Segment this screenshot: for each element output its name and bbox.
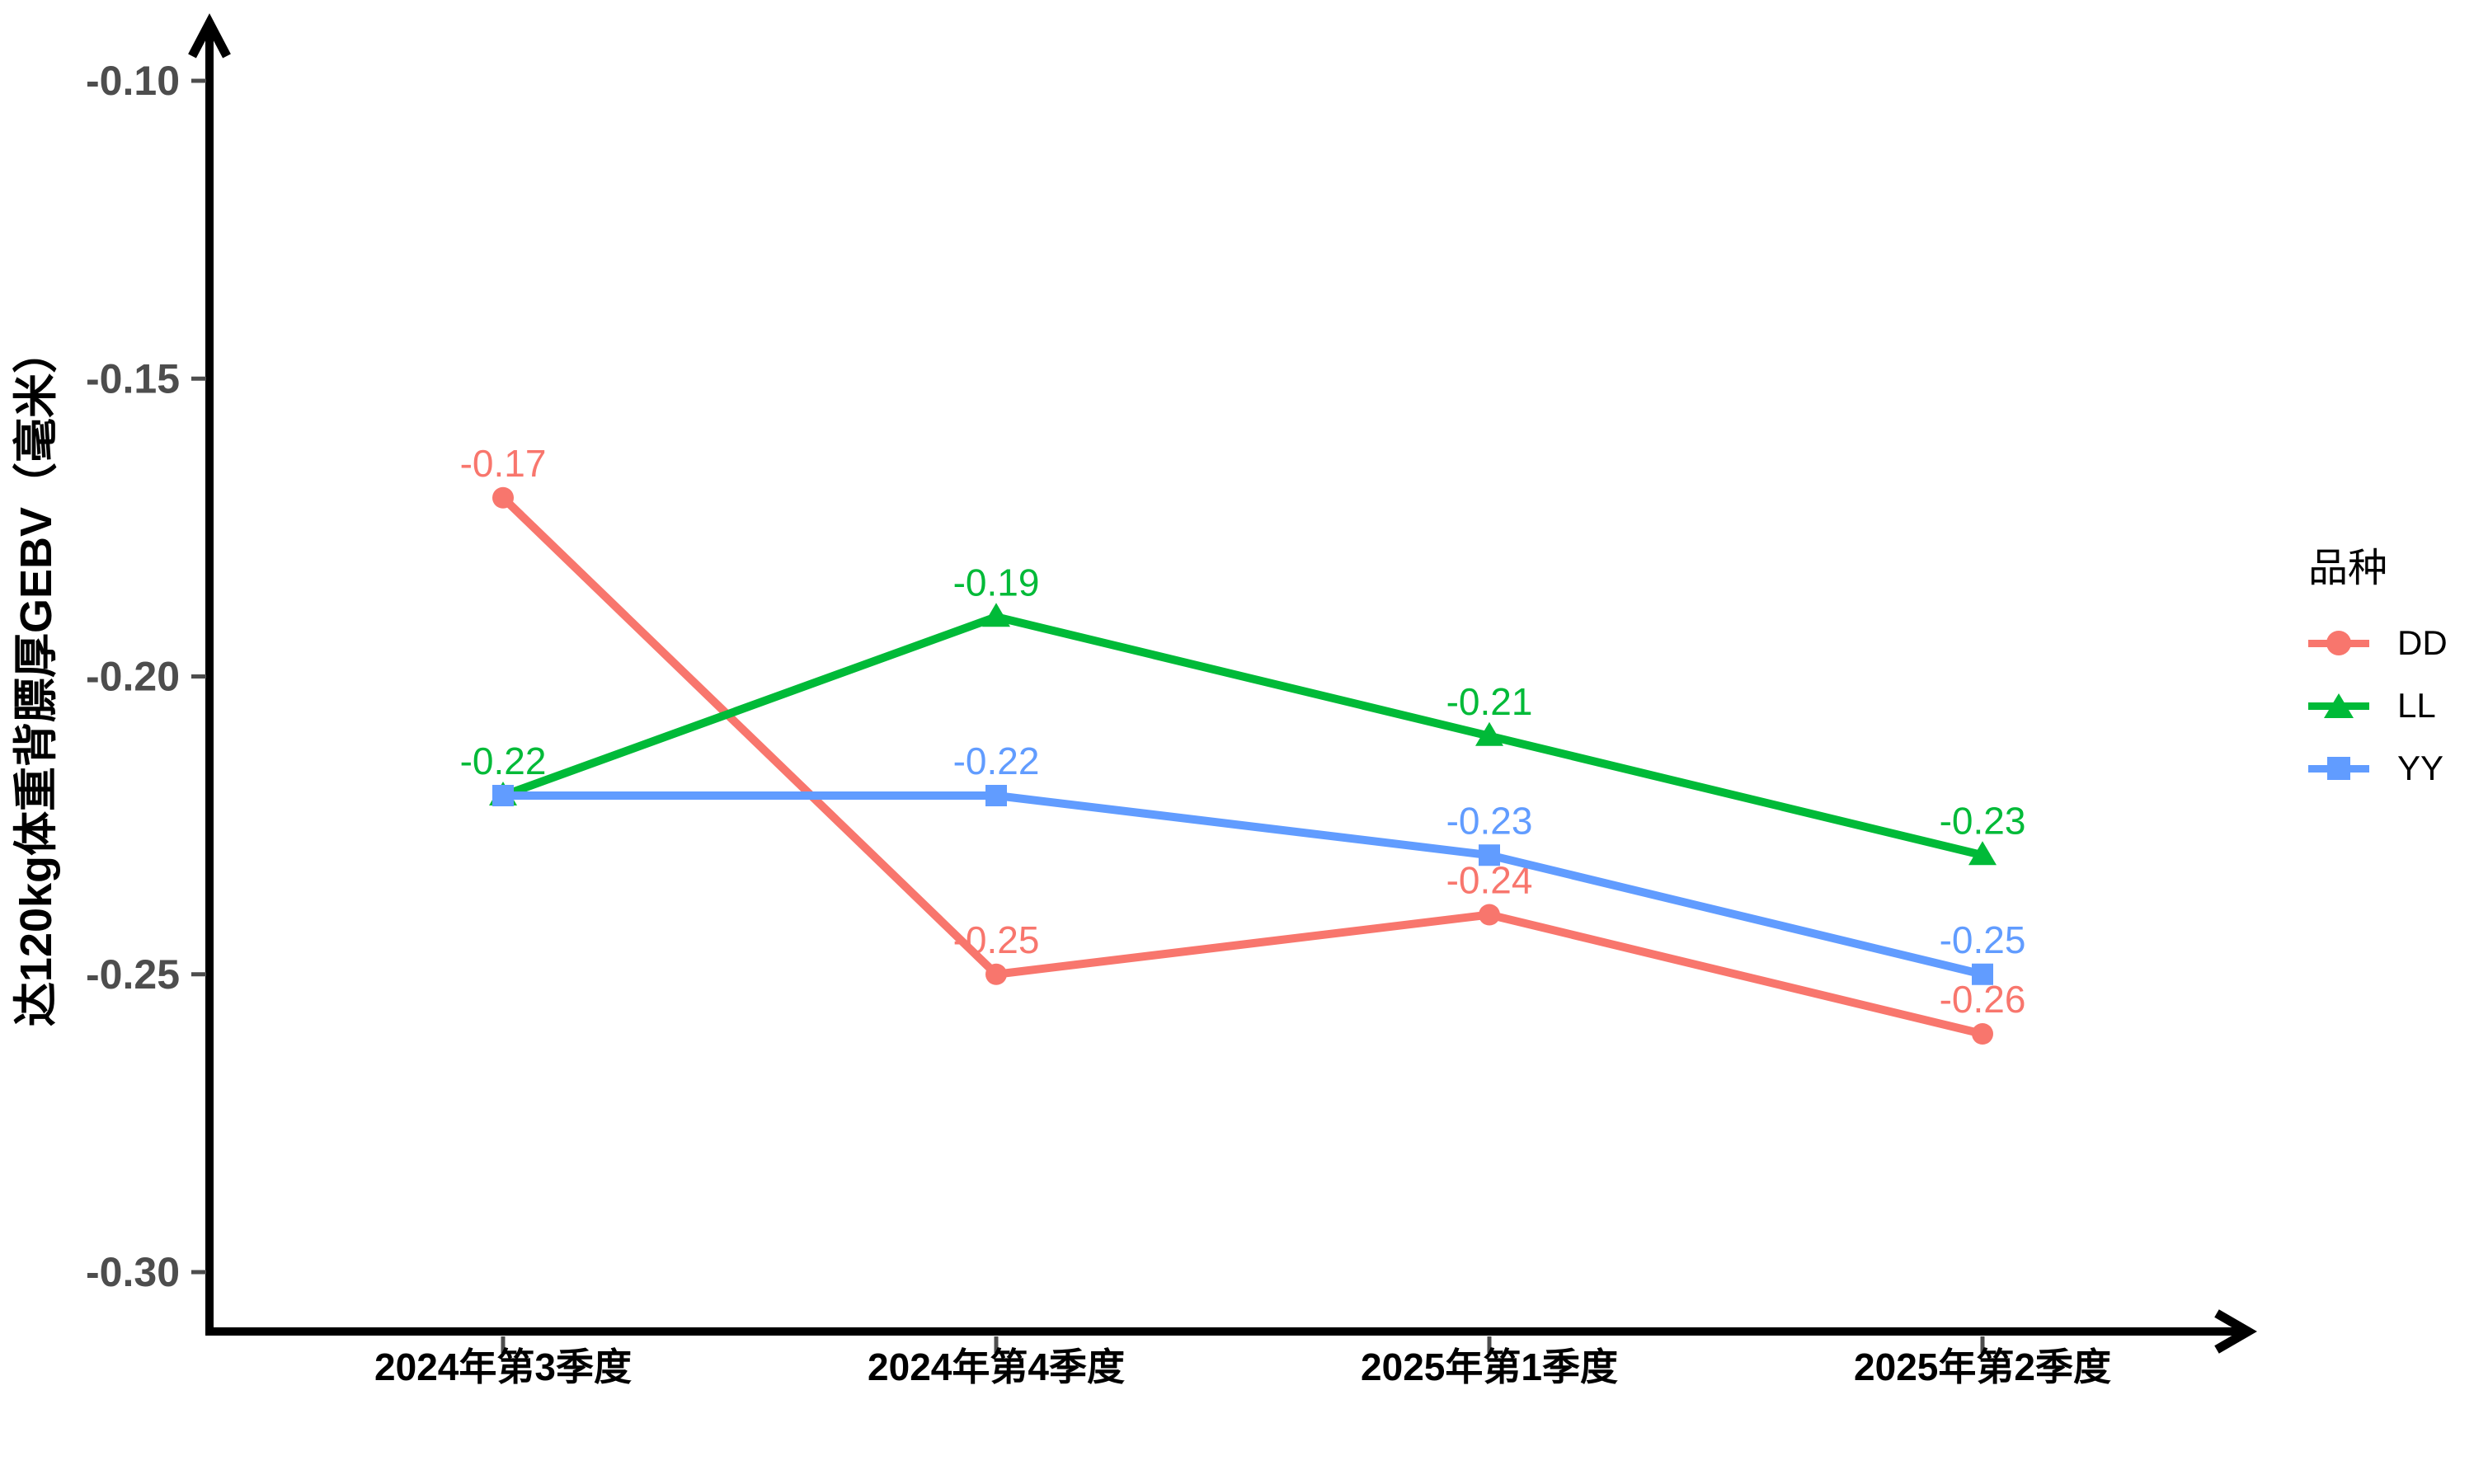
legend: 品种 DD LL YY	[2308, 546, 2448, 800]
point-label-YY: -0.25	[1940, 918, 2026, 961]
data-point-YY	[1479, 844, 1500, 866]
x-axis-arrow-icon	[2214, 1309, 2257, 1354]
x-tick-label: 2025年第1季度	[1361, 1345, 1618, 1388]
data-point-DD	[1479, 904, 1500, 926]
y-tick-label: -0.15	[86, 355, 180, 402]
data-point-YY	[985, 785, 1007, 806]
legend-item-label: DD	[2397, 623, 2448, 662]
data-point-YY	[1972, 963, 1993, 985]
y-tick-label: -0.25	[86, 951, 180, 998]
data-point-DD	[1972, 1023, 1993, 1045]
point-label-DD: -0.25	[953, 918, 1040, 961]
legend-marker-square-icon	[2327, 757, 2350, 780]
data-point-LL	[982, 603, 1010, 627]
point-label-LL: -0.23	[1940, 799, 2026, 842]
series-line-YY	[503, 791, 1984, 979]
series-line-DD	[500, 495, 1984, 1038]
legend-marker-circle-icon	[2326, 631, 2351, 655]
legend-item-DD: DD	[2308, 612, 2448, 674]
data-point-LL	[1968, 841, 1997, 866]
legend-title: 品种	[2308, 547, 2388, 590]
legend-swatch-triangle-icon	[2308, 689, 2369, 722]
x-tick-label: 2024年第4季度	[868, 1345, 1125, 1388]
y-axis-title: 达120kg体重背膘厚GEBV（毫米）	[12, 329, 61, 1026]
y-tick-label: -0.20	[86, 654, 180, 700]
legend-items: DD LL YY	[2308, 612, 2448, 800]
point-label-DD: -0.17	[460, 442, 547, 485]
legend-item-LL: LL	[2308, 674, 2448, 737]
y-axis-arrow-icon	[188, 13, 231, 59]
point-label-LL: -0.21	[1446, 680, 1533, 723]
series-line-LL	[501, 613, 1984, 860]
point-label-LL: -0.19	[953, 561, 1040, 603]
y-tick-label: -0.10	[86, 58, 180, 104]
legend-swatch-circle-icon	[2308, 627, 2369, 660]
legend-item-label: YY	[2397, 749, 2444, 787]
x-tick-label: 2025年第2季度	[1854, 1345, 2111, 1388]
point-label-LL: -0.22	[460, 740, 547, 782]
legend-marker-triangle-icon	[2324, 693, 2354, 718]
legend-item-label: LL	[2397, 686, 2436, 725]
legend-item-YY: YY	[2308, 737, 2448, 800]
x-tick-label: 2024年第3季度	[374, 1345, 632, 1388]
data-point-YY	[492, 785, 514, 806]
legend-swatch-square-icon	[2308, 752, 2369, 785]
y-tick-label: -0.30	[86, 1249, 180, 1295]
point-label-YY: -0.22	[953, 740, 1040, 782]
data-point-DD	[492, 486, 514, 509]
point-label-YY: -0.23	[1446, 799, 1533, 842]
data-point-DD	[985, 963, 1007, 985]
data-point-LL	[1475, 721, 1503, 746]
